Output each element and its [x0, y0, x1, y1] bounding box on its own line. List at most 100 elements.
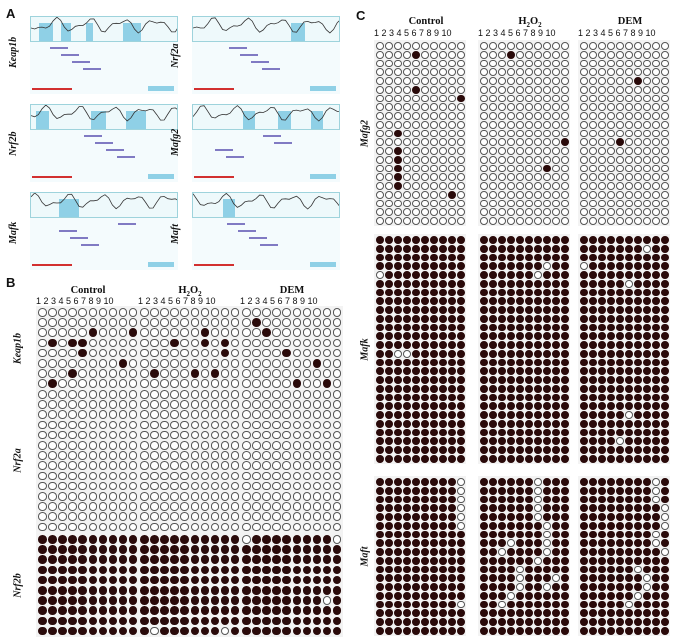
methylated-cpg [439, 478, 447, 486]
methylated-cpg [68, 545, 77, 554]
unmethylated-cpg [292, 410, 302, 419]
methylated-cpg [634, 323, 642, 332]
methylated-cpg [385, 411, 393, 419]
methylated-cpg [625, 539, 633, 548]
unmethylated-cpg [312, 420, 322, 430]
unmethylated-cpg [643, 59, 651, 68]
methylated-cpg [661, 626, 669, 635]
unmethylated-cpg [489, 68, 497, 77]
methylated-cpg [598, 565, 606, 574]
unmethylated-cpg [534, 59, 542, 68]
unmethylated-cpg [498, 173, 506, 182]
methylated-cpg [561, 244, 569, 253]
unmethylated-cpg [448, 217, 456, 225]
methylated-cpg [421, 358, 429, 367]
methylated-cpg [607, 618, 615, 626]
methylated-cpg [312, 565, 322, 575]
methylated-cpg [552, 393, 560, 402]
methylated-cpg [394, 454, 402, 463]
methylated-cpg [412, 349, 420, 358]
unmethylated-cpg [272, 318, 281, 327]
methylated-cpg [385, 618, 393, 626]
unmethylated-cpg [643, 50, 651, 59]
unmethylated-cpg [589, 129, 597, 138]
unmethylated-cpg [552, 112, 560, 120]
methylated-cpg [421, 376, 429, 384]
methylated-cpg [616, 376, 624, 384]
unmethylated-cpg [150, 400, 159, 409]
unmethylated-cpg [322, 512, 332, 521]
unmethylated-cpg [38, 379, 47, 388]
unmethylated-cpg [210, 359, 220, 368]
methylated-cpg [516, 437, 524, 446]
methylated-cpg [118, 545, 128, 554]
unmethylated-cpg [190, 502, 200, 511]
methylated-cpg [448, 262, 456, 271]
unmethylated-cpg [625, 68, 633, 77]
methylated-cpg [385, 341, 393, 349]
methylated-cpg [543, 513, 551, 521]
methylated-cpg [589, 236, 597, 244]
unmethylated-cpg [561, 50, 569, 59]
unmethylated-cpg [128, 420, 138, 430]
unmethylated-cpg [385, 120, 393, 129]
methylated-cpg [616, 138, 624, 147]
methylated-cpg [394, 393, 402, 402]
methylated-cpg [561, 341, 569, 349]
unmethylated-cpg [332, 379, 342, 388]
methylated-cpg [507, 306, 515, 314]
methylated-cpg [516, 618, 524, 626]
unmethylated-cpg [108, 471, 118, 481]
methylated-cpg [498, 349, 506, 358]
unmethylated-cpg [480, 155, 488, 164]
methylated-cpg [140, 555, 149, 564]
grid-mafk-0 [374, 234, 466, 464]
unmethylated-cpg [150, 492, 159, 501]
unmethylated-cpg [180, 348, 189, 358]
methylated-cpg [385, 428, 393, 437]
methylated-cpg [534, 609, 542, 618]
unmethylated-cpg [272, 522, 281, 532]
unmethylated-cpg [140, 502, 149, 511]
unmethylated-cpg [421, 173, 429, 182]
methylated-cpg [525, 478, 533, 486]
methylated-cpg [498, 446, 506, 454]
methylated-cpg [489, 253, 497, 262]
unmethylated-cpg [220, 420, 230, 430]
unmethylated-cpg [332, 441, 342, 450]
methylated-cpg [616, 486, 624, 495]
methylated-cpg [516, 341, 524, 349]
methylated-cpg [322, 565, 332, 575]
methylated-cpg [252, 606, 261, 615]
unmethylated-cpg [98, 502, 108, 511]
methylated-cpg [589, 600, 597, 609]
unmethylated-cpg [616, 77, 624, 85]
unmethylated-cpg [394, 42, 402, 50]
methylated-cpg [180, 565, 189, 575]
methylated-cpg [98, 596, 108, 605]
methylated-cpg [376, 253, 384, 262]
methylated-cpg [200, 328, 210, 337]
methylated-cpg [634, 609, 642, 618]
unmethylated-cpg [332, 338, 342, 348]
unmethylated-cpg [516, 129, 524, 138]
primer-track [192, 130, 340, 182]
methylated-cpg [412, 367, 420, 376]
methylated-cpg [448, 428, 456, 437]
unmethylated-cpg [190, 379, 200, 388]
unmethylated-cpg [607, 85, 615, 94]
methylated-cpg [170, 626, 179, 636]
unmethylated-cpg [150, 328, 159, 337]
unmethylated-cpg [200, 441, 210, 450]
unmethylated-cpg [88, 420, 98, 430]
methylated-cpg [516, 521, 524, 530]
unmethylated-cpg [322, 596, 332, 605]
methylated-cpg [589, 271, 597, 279]
methylated-cpg [376, 495, 384, 504]
sequence-bar [194, 176, 234, 178]
unmethylated-cpg [282, 390, 291, 399]
unmethylated-cpg [230, 338, 240, 348]
methylated-cpg [643, 253, 651, 262]
methylated-cpg [525, 521, 533, 530]
methylated-cpg [625, 393, 633, 402]
